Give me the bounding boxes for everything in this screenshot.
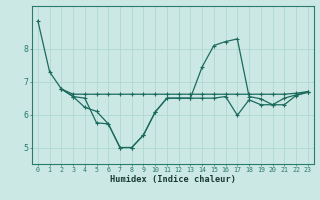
X-axis label: Humidex (Indice chaleur): Humidex (Indice chaleur) (110, 175, 236, 184)
